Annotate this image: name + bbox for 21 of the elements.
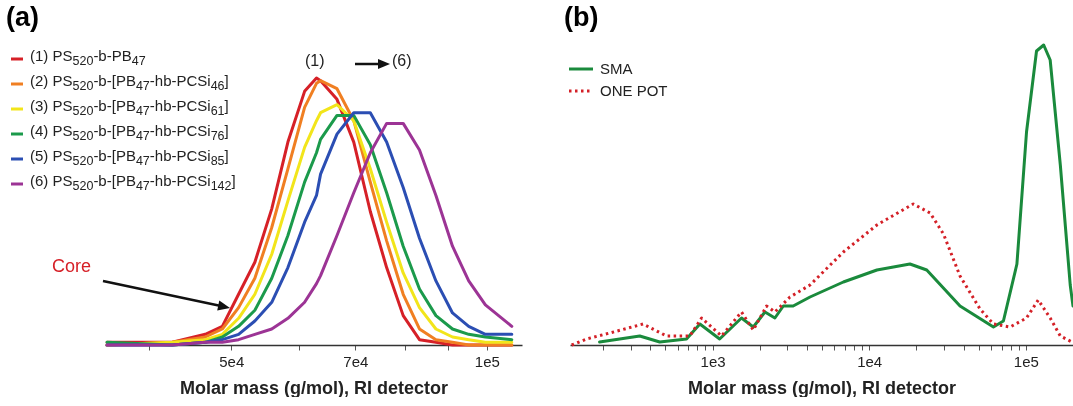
- legend-label: SMA: [600, 59, 633, 79]
- legend-label: (2) PS$_{520}$-b-[PB$_{47}$-hb-PCSi$_{46}$]: [30, 71, 229, 95]
- x-tick-label: 1e4: [857, 352, 883, 370]
- legend-label: (3) PS$_{520}$-b-[PB$_{47}$-hb-PCSi$_{61}$]: [30, 96, 229, 120]
- text: (1): [305, 52, 325, 70]
- x-tick-label: 5e4: [219, 352, 245, 370]
- x-tick-label: 1e3: [700, 352, 726, 370]
- legend-label: (4) PS$_{520}$-b-[PB$_{47}$-hb-PCSi$_{76}$]: [30, 121, 229, 145]
- text: Core: [52, 256, 92, 277]
- legend-label: (5) PS$_{520}$-b-[PB$_{47}$-hb-PCSi$_{85}$]: [30, 146, 229, 170]
- text: (6): [392, 52, 412, 70]
- chart-title: (a): [6, 2, 39, 33]
- x-axis-title: Molar mass (g/mol), RI detector: [687, 377, 957, 398]
- x-tick-label: 7e4: [343, 352, 369, 370]
- legend-label: (6) PS$_{520}$-b-[PB$_{47}$-hb-PCSi$_{142}$]: [30, 171, 236, 195]
- legend-label: ONE POT: [600, 81, 668, 101]
- x-tick-label: 1e5: [1013, 352, 1039, 370]
- x-tick-label: 1e5: [474, 352, 500, 370]
- legend-label: (1) PS$_{520}$-b-PB$_{47}$: [30, 46, 146, 70]
- x-axis-title: Molar mass (g/mol), RI detector: [179, 377, 449, 398]
- chart-title: (b): [564, 2, 599, 33]
